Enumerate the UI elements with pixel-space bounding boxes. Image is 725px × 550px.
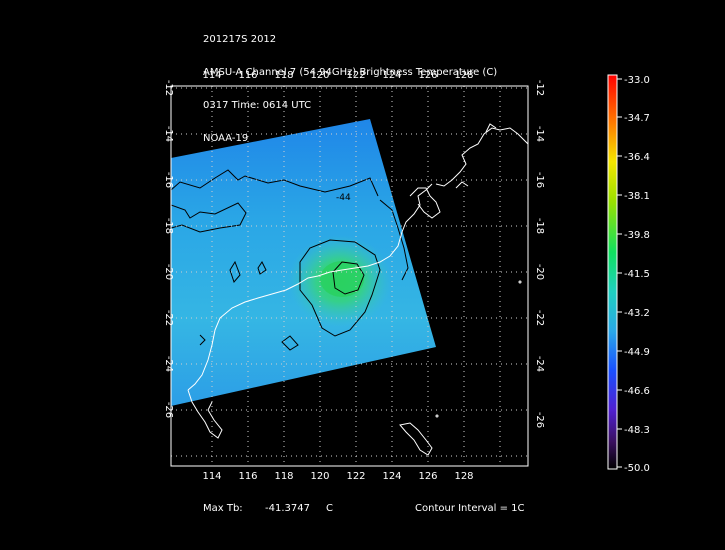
lat-tick-label: -12: [534, 80, 545, 96]
satellite-title: NOAA-19: [203, 133, 249, 144]
colorbar-label: -36.4: [624, 152, 650, 163]
lon-tick-label: 124: [382, 471, 401, 482]
lon-tick-label: 124: [382, 70, 401, 81]
lat-tick-label: -22: [534, 310, 545, 326]
lat-tick-label: -26: [163, 402, 174, 418]
lat-tick-label: -18: [534, 218, 545, 234]
lon-tick-label: 120: [310, 70, 329, 81]
lat-tick-label: -14: [163, 126, 174, 142]
channel-title: AMSU-A Channel 7 (54.94GHz) Brightness T…: [203, 67, 498, 78]
lat-tick-label: -18: [163, 218, 174, 234]
lon-tick-label: 128: [454, 70, 473, 81]
lat-tick-label: -12: [163, 80, 174, 96]
contour-label: -44: [336, 193, 351, 203]
lon-tick-label: 118: [274, 471, 293, 482]
lat-tick-label: -26: [534, 412, 545, 428]
lon-tick-label: 128: [454, 471, 473, 482]
lat-lon-grid: [171, 86, 528, 466]
lon-tick-label: 126: [418, 471, 437, 482]
lon-tick-label: 120: [310, 471, 329, 482]
colorbar-label: -46.6: [624, 386, 650, 397]
lat-tick-label: -16: [163, 172, 174, 188]
colorbar-label: -33.0: [624, 75, 650, 86]
colorbar-label: -34.7: [624, 113, 650, 124]
colorbar-label: -39.8: [624, 230, 650, 241]
colorbar-label: -38.1: [624, 191, 650, 202]
lat-tick-label: -20: [534, 264, 545, 280]
storm-id-title: 201217S 2012: [203, 34, 277, 45]
map-frame: [170, 85, 529, 467]
lat-tick-label: -14: [534, 126, 545, 142]
coastline: [187, 123, 528, 456]
lon-tick-label: 122: [346, 70, 365, 81]
colorbar: [607, 74, 618, 470]
max-tb-unit: C: [326, 503, 333, 514]
max-tb-value: -41.3747: [265, 503, 310, 514]
lon-tick-label: 126: [418, 70, 437, 81]
time-title: 0317 Time: 0614 UTC: [203, 100, 312, 111]
colorbar-label: -44.9: [624, 347, 650, 358]
colorbar-label: -50.0: [624, 463, 650, 474]
lon-tick-label: 116: [238, 70, 257, 81]
colorbar-label: -43.2: [624, 308, 650, 319]
lat-tick-label: -24: [534, 356, 545, 372]
colorbar-ticks: [617, 78, 622, 468]
lat-tick-label: -20: [163, 264, 174, 280]
lat-tick-label: -24: [163, 356, 174, 372]
lat-tick-label: -16: [534, 172, 545, 188]
max-tb-label: Max Tb:: [203, 503, 243, 514]
lat-tick-label: -22: [163, 310, 174, 326]
lon-tick-label: 114: [202, 70, 221, 81]
colorbar-label: -48.3: [624, 425, 650, 436]
contour-interval: Contour Interval = 1C: [415, 503, 525, 514]
lon-tick-label: 118: [274, 70, 293, 81]
lon-tick-label: 116: [238, 471, 257, 482]
lon-tick-label: 114: [202, 471, 221, 482]
image-header: 201217S 2012 AMSU-A Channel 7 (54.94GHz)…: [203, 12, 497, 155]
colorbar-label: -41.5: [624, 269, 650, 280]
lon-tick-label: 122: [346, 471, 365, 482]
